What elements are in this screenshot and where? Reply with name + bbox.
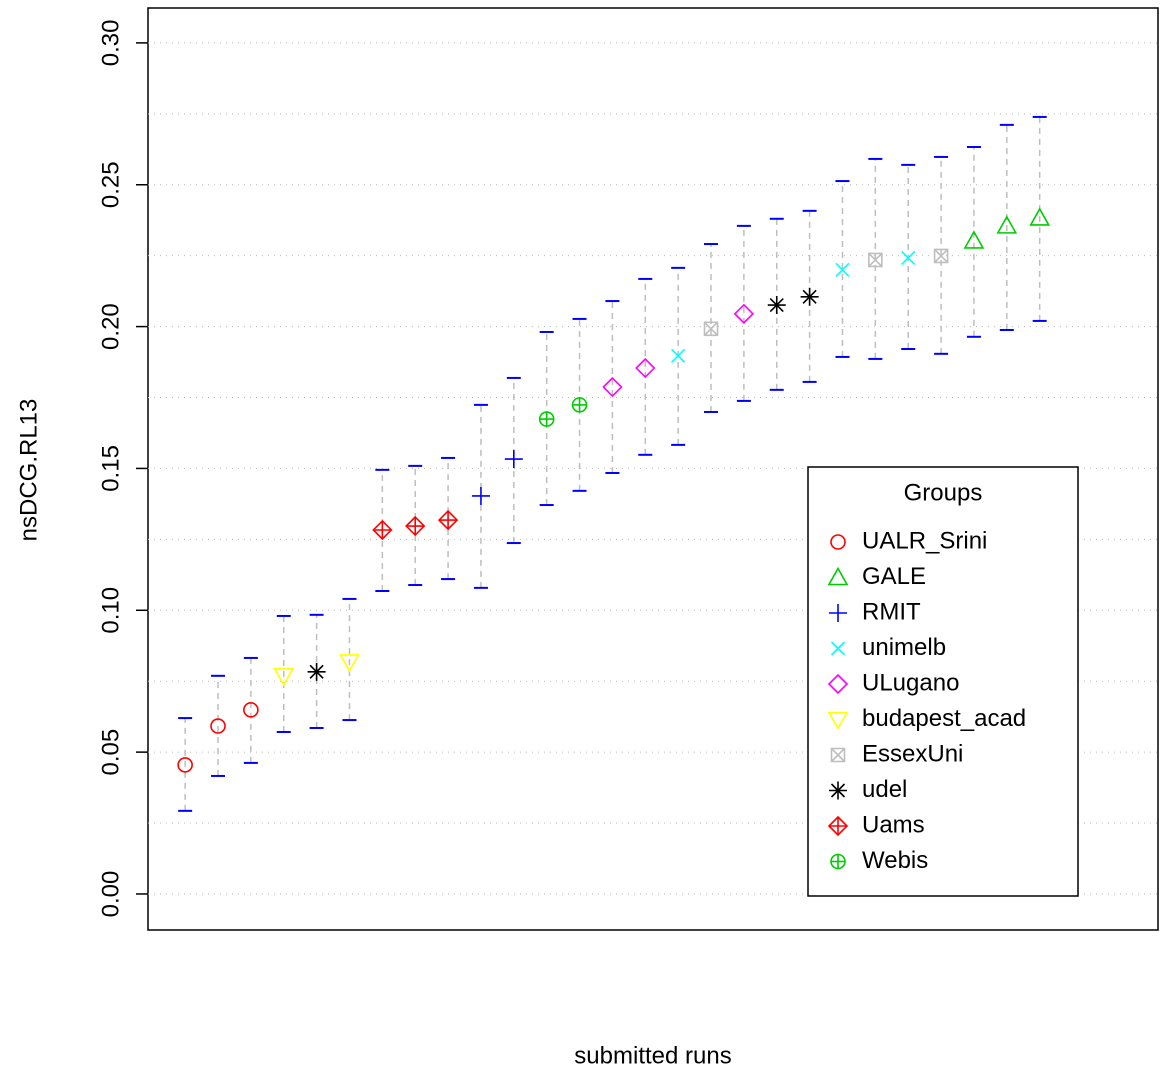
legend-symbol [827, 711, 849, 731]
marker-stroke [901, 250, 916, 265]
y-axis-label: nsDCG.RL13 [15, 399, 42, 542]
point [210, 718, 226, 734]
point [602, 376, 623, 398]
point [405, 515, 426, 537]
legend-label: ULugano [862, 669, 959, 696]
x-axis-label: submitted runs [574, 1042, 731, 1069]
marker-outline [996, 215, 1018, 234]
legend-symbol [827, 815, 849, 837]
point [177, 757, 193, 773]
marker-stroke [934, 248, 949, 264]
point [471, 486, 490, 505]
legend-symbol [829, 781, 847, 800]
y-tick-label: 0.10 [97, 587, 124, 634]
marker-outline [1029, 207, 1051, 226]
y-tick-label: 0.15 [97, 445, 124, 492]
marker-outline [210, 718, 226, 734]
marker-outline [273, 668, 295, 687]
marker-stroke [769, 297, 784, 313]
legend-label: budapest_acad [862, 705, 1026, 732]
legend-symbol [830, 747, 846, 763]
point [733, 303, 755, 324]
legend-box [807, 466, 1079, 897]
marker-outline [602, 376, 623, 398]
marker-outline [243, 702, 259, 718]
marker-stroke [835, 262, 850, 277]
legend-symbol [829, 604, 847, 622]
marker-outline [733, 303, 755, 324]
legend-label: UALR_Srini [862, 527, 987, 554]
marker-stroke [830, 641, 846, 656]
point [963, 230, 985, 249]
point [868, 252, 883, 268]
point [339, 654, 360, 673]
legend-label: GALE [862, 563, 926, 590]
marker-stroke [830, 783, 846, 798]
point [767, 296, 786, 315]
point [635, 357, 656, 379]
legend-label: EssexUni [862, 740, 963, 767]
legend-title: Groups [904, 479, 983, 506]
marker-stroke [703, 321, 719, 336]
legend-label: Webis [862, 847, 928, 874]
point [800, 287, 819, 306]
point [538, 411, 555, 427]
point [273, 668, 295, 687]
y-tick-label: 0.30 [97, 20, 124, 67]
point [571, 397, 588, 413]
point [996, 215, 1018, 234]
point [1029, 207, 1051, 226]
point [437, 509, 459, 531]
marker-outline [827, 711, 849, 731]
legend-label: udel [862, 776, 907, 803]
y-tick-label: 0.20 [97, 303, 124, 350]
marker-stroke [868, 252, 883, 267]
point [835, 262, 850, 277]
marker-outline [339, 654, 360, 673]
point [243, 702, 259, 718]
legend-symbol [830, 641, 846, 656]
marker-outline [963, 230, 985, 249]
marker-outline [830, 534, 846, 550]
legend-symbol [827, 673, 849, 695]
legend-symbol [830, 534, 846, 550]
point [307, 662, 326, 681]
marker-stroke [802, 289, 817, 304]
y-tick-label: 0.25 [97, 161, 124, 208]
y-tick-label: 0.05 [97, 729, 124, 776]
legend-symbol [827, 566, 849, 586]
point [671, 348, 686, 363]
marker-stroke [671, 348, 686, 363]
y-tick-label: 0.00 [97, 871, 124, 918]
point [703, 321, 719, 337]
marker-outline [827, 566, 849, 586]
marker-outline [827, 673, 849, 695]
point [504, 450, 523, 469]
legend-label: unimelb [862, 634, 946, 661]
marker-outline [635, 357, 656, 379]
legend-label: Uams [862, 811, 925, 838]
legend-label: RMIT [862, 598, 921, 625]
marker-stroke [830, 747, 846, 763]
legend-symbol [830, 853, 846, 870]
point [372, 519, 393, 541]
point [933, 248, 949, 264]
point [901, 250, 916, 265]
marker-stroke [309, 664, 324, 679]
marker-outline [177, 757, 193, 773]
